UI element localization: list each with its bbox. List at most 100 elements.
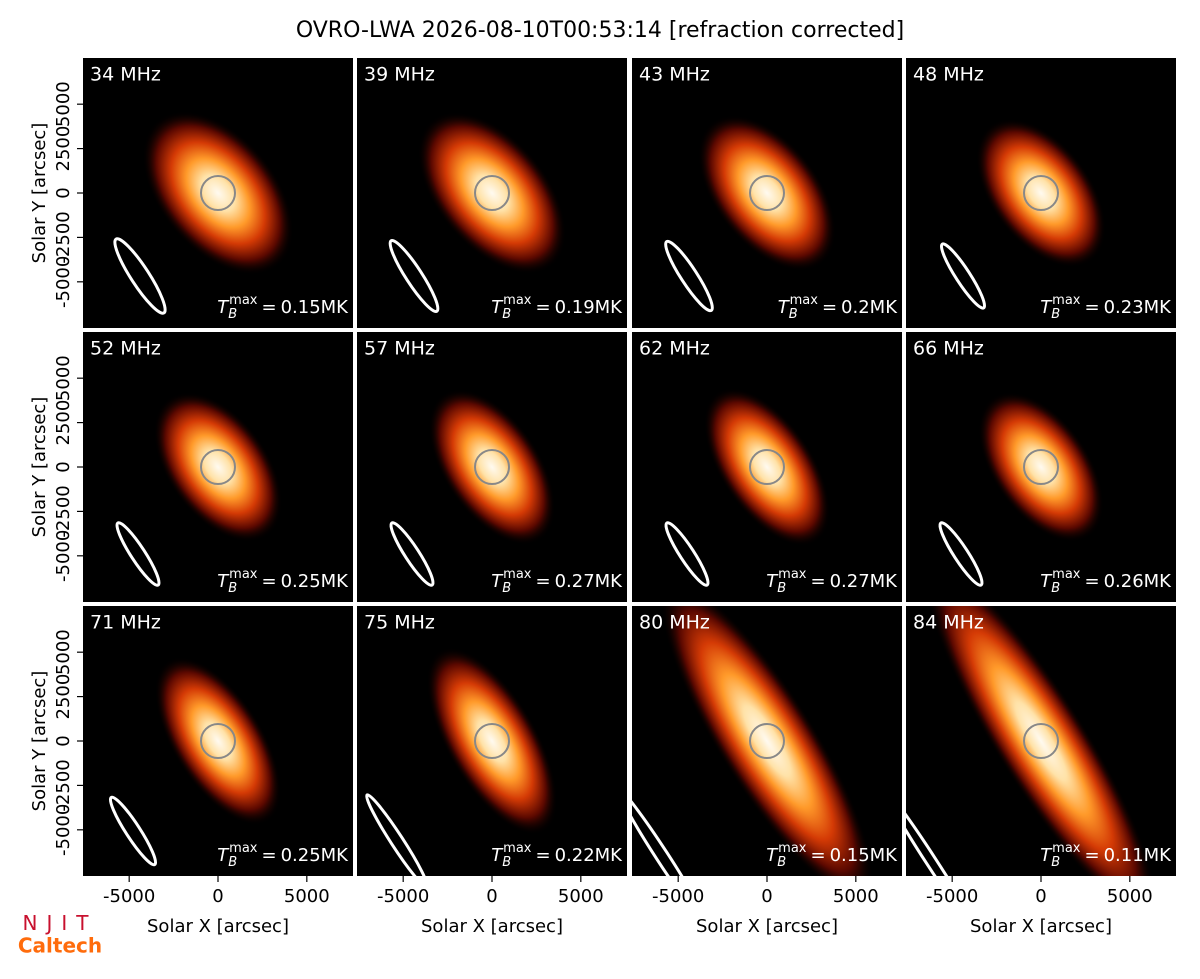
emission-source	[976, 118, 1106, 268]
y-axis-label: Solar Y [arcsec]	[29, 671, 50, 812]
y-tick-label: 2500	[53, 674, 74, 720]
tb-superscript: max	[229, 841, 258, 856]
x-tick-label: -5000	[103, 886, 155, 907]
tb-max-label: TBmax = 0.25MK	[217, 567, 349, 596]
panel-content	[906, 332, 1176, 602]
tb-superscript: max	[778, 841, 807, 856]
panel-content	[632, 58, 902, 328]
tb-value: 0.23MK	[1104, 297, 1173, 318]
x-axis-label: Solar X [arcsec]	[147, 916, 289, 937]
y-axis-label: Solar Y [arcsec]	[29, 397, 50, 538]
tb-symbol: T	[491, 571, 504, 592]
tb-subscript: B	[228, 855, 237, 870]
tb-superscript: max	[1052, 567, 1081, 582]
x-tick-label: 0	[761, 886, 772, 907]
panel-content	[906, 606, 1176, 876]
tb-subscript: B	[1051, 581, 1060, 596]
tb-symbol: T	[217, 845, 230, 866]
tb-equals: =	[810, 845, 825, 866]
chart-title: OVRO-LWA 2026-08-10T00:53:14 [refraction…	[296, 18, 904, 43]
panel-content	[632, 606, 902, 876]
panel: 62 MHz TBmax = 0.27MK	[632, 332, 902, 602]
tb-symbol: T	[491, 845, 504, 866]
beam	[115, 521, 161, 587]
tb-symbol: T	[217, 297, 230, 318]
beam	[664, 239, 714, 313]
solar-limb	[200, 449, 236, 485]
tb-max-label: TBmax = 0.27MK	[766, 567, 898, 596]
tb-subscript: B	[1051, 307, 1060, 322]
tb-max-label: TBmax = 0.23MK	[1040, 293, 1172, 322]
emission-source	[417, 112, 567, 274]
panel-content	[357, 332, 627, 602]
tb-value: 0.15MK	[281, 297, 350, 318]
tb-superscript: max	[229, 293, 258, 308]
panel-content	[357, 58, 627, 328]
tb-subscript: B	[1051, 855, 1060, 870]
tb-equals: =	[535, 297, 550, 318]
frequency-label: 52 MHz	[90, 338, 161, 360]
tb-symbol: T	[766, 571, 779, 592]
x-tick-label: 0	[212, 886, 223, 907]
y-tick-label: 0	[53, 187, 74, 198]
solar-limb	[474, 723, 510, 759]
tb-superscript: max	[503, 293, 532, 308]
beam	[389, 521, 435, 587]
panel: 39 MHz TBmax = 0.19MK	[357, 58, 627, 328]
tb-symbol: T	[491, 297, 504, 318]
y-tick-label: -2500	[53, 485, 74, 537]
y-tick-label: -2500	[53, 211, 74, 263]
x-tick-label: 5000	[284, 886, 330, 907]
tb-symbol: T	[217, 571, 230, 592]
tb-superscript: max	[778, 567, 807, 582]
solar-limb	[200, 175, 236, 211]
x-tick-label: -5000	[652, 886, 704, 907]
panel: 84 MHz TBmax = 0.11MK -5000 0 5000 Solar X [arc…	[906, 606, 1176, 937]
panel: 48 MHz TBmax = 0.23MK	[906, 58, 1176, 328]
tb-max-label: TBmax = 0.11MK	[1040, 841, 1172, 870]
x-tick-label: 0	[1035, 886, 1046, 907]
x-tick-label: 5000	[833, 886, 879, 907]
tb-value: 0.11MK	[1104, 845, 1173, 866]
tb-subscript: B	[502, 307, 511, 322]
emission-source	[698, 115, 836, 271]
frequency-label: 84 MHz	[913, 612, 984, 634]
tb-subscript: B	[228, 307, 237, 322]
frequency-label: 80 MHz	[639, 612, 710, 634]
tb-subscript: B	[777, 581, 786, 596]
x-tick-label: -5000	[377, 886, 429, 907]
tb-max-label: TBmax = 0.15MK	[217, 293, 349, 322]
y-tick-label: 2500	[53, 126, 74, 172]
panel: 43 MHz TBmax = 0.2MK	[632, 58, 902, 328]
beam	[365, 793, 429, 876]
emission-source	[925, 606, 1157, 876]
beam	[632, 787, 708, 876]
frequency-label: 39 MHz	[364, 64, 435, 86]
emission-source	[978, 392, 1104, 542]
y-tick-label: -5000	[53, 530, 74, 582]
tb-value: 0.27MK	[830, 571, 899, 592]
y-axis-label: Solar Y [arcsec]	[29, 123, 50, 264]
solar-limb	[749, 175, 785, 211]
tb-equals: =	[822, 297, 837, 318]
tb-superscript: max	[503, 841, 532, 856]
emission-source	[426, 647, 558, 835]
panel-content	[357, 606, 627, 876]
panel: 66 MHz TBmax = 0.26MK	[906, 332, 1176, 602]
beam	[108, 795, 158, 867]
tb-max-label: TBmax = 0.15MK	[766, 841, 898, 870]
panel-content	[906, 58, 1176, 328]
tb-equals: =	[535, 845, 550, 866]
tb-max-label: TBmax = 0.2MK	[778, 293, 899, 322]
panel-content	[83, 332, 353, 602]
tb-value: 0.26MK	[1104, 571, 1173, 592]
tb-value: 0.25MK	[281, 571, 350, 592]
logo-caltech: Caltech	[18, 934, 102, 958]
x-axis-label: Solar X [arcsec]	[970, 916, 1112, 937]
frequency-label: 57 MHz	[364, 338, 435, 360]
tb-symbol: T	[1040, 297, 1053, 318]
beam	[939, 242, 987, 310]
solar-limb	[749, 449, 785, 485]
